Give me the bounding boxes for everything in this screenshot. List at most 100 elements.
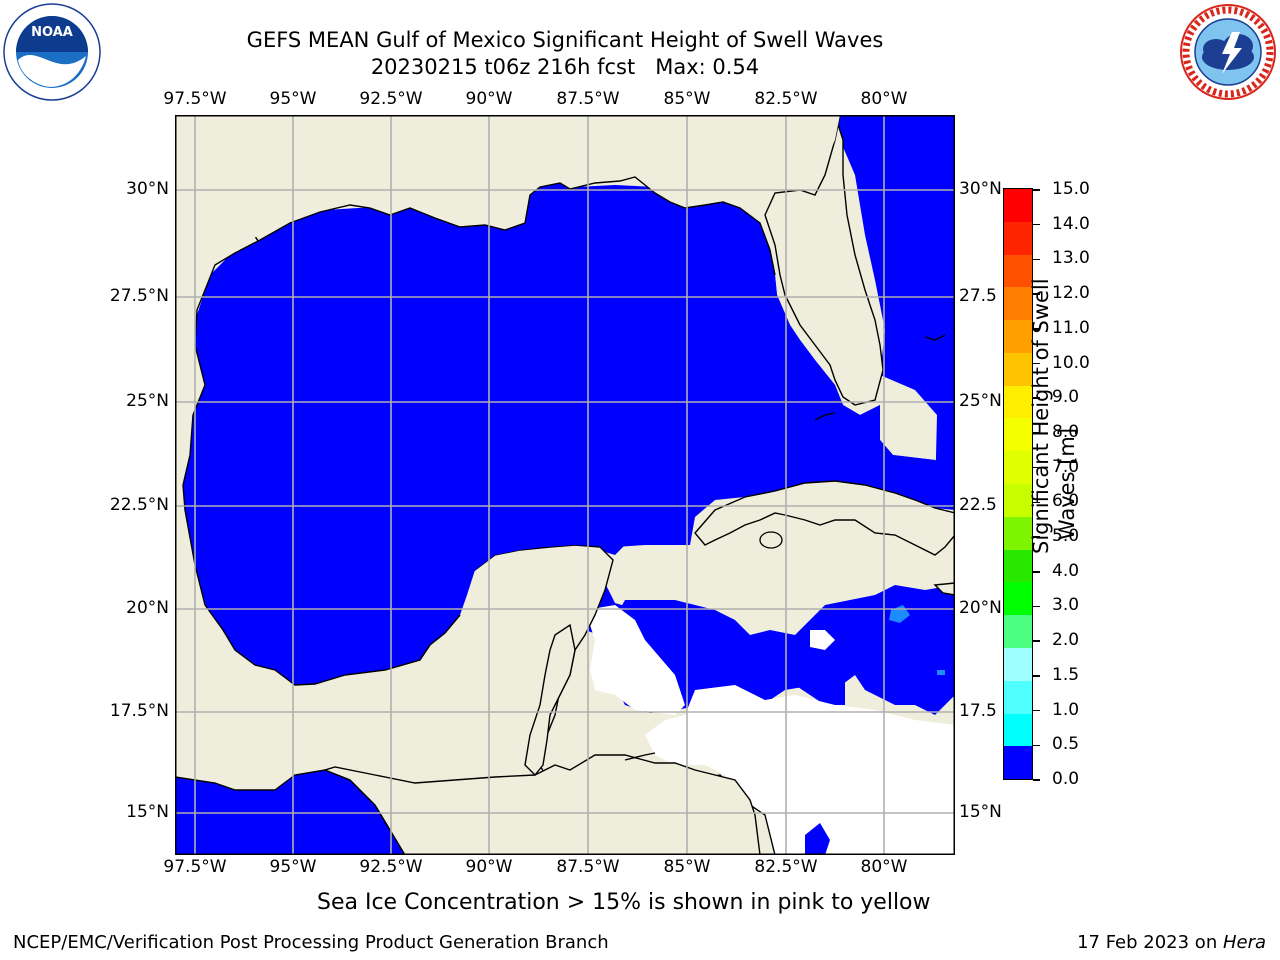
colorbar-segment	[1004, 746, 1032, 780]
colorbar-tick-label: 15.0	[1052, 179, 1090, 199]
colorbar-tick-label: 11.0	[1052, 317, 1090, 338]
lat-tick-label: 30°N	[959, 179, 1002, 199]
colorbar-tick-mark	[1033, 362, 1040, 365]
colorbar-tick-label: 4.0	[1052, 560, 1080, 581]
lon-tick-label: 82.5°W	[754, 857, 818, 877]
cuba-island	[694, 480, 955, 556]
colorbar-segment	[1004, 680, 1032, 714]
colorbar-tick-mark	[1033, 675, 1040, 677]
footer-host: Hera	[1222, 932, 1266, 953]
colorbar-segment	[1004, 713, 1032, 747]
colorbar-segment	[1004, 582, 1032, 616]
lat-tick-label: 20°N	[126, 598, 169, 618]
colorbar-tick-label: 5.0	[1052, 526, 1080, 547]
colorbar-tick-label: 1.5	[1052, 664, 1080, 685]
lat-tick-label: 20°N	[959, 598, 1002, 618]
lon-tick-label: 97.5°W	[163, 857, 227, 877]
colorbar-segment	[1004, 615, 1032, 648]
colorbar-tick-mark	[1033, 258, 1040, 261]
footer-credit: NCEP/EMC/Verification Post Processing Pr…	[13, 932, 609, 953]
lon-tick-label: 82.5°W	[754, 89, 818, 109]
lat-tick-label: 17.5°N	[109, 701, 169, 721]
footer-date-text: 17 Feb 2023 on	[1077, 932, 1223, 953]
colorbar-tick-mark	[1033, 223, 1040, 226]
colorbar-tick-label: 0.5	[1052, 734, 1080, 755]
lat-tick-label: 15°N	[959, 802, 1002, 822]
colorbar-tick-mark	[1033, 189, 1040, 191]
colorbar-segment	[1004, 352, 1032, 386]
lon-tick-label: 80°W	[860, 89, 908, 109]
colorbar-tick-label: 3.0	[1052, 595, 1080, 616]
colorbar-title-line2: Waves [m]	[1055, 427, 1079, 541]
colorbar-tick-label: 6.0	[1052, 491, 1080, 512]
colorbar-tick-label: 1.0	[1052, 699, 1080, 720]
colorbar-tick-mark	[1033, 432, 1040, 434]
colorbar-tick-label: 10.0	[1052, 352, 1090, 373]
colorbar-tick-mark	[1033, 571, 1040, 573]
map-panel	[175, 115, 955, 855]
colorbar-title: Significant Height of Swell Waves [m]	[1028, 278, 1088, 554]
colorbar-tick-label: 0.0	[1052, 769, 1080, 789]
nws-logo-icon	[1178, 2, 1278, 102]
lat-tick-label: 25°N	[126, 391, 169, 411]
colorbar-tick-label: 14.0	[1052, 213, 1090, 234]
lat-tick-label: 15°N	[126, 802, 169, 822]
colorbar-segment	[1004, 647, 1032, 681]
central-america	[322, 754, 761, 855]
colorbar-segment	[1004, 418, 1032, 452]
lon-tick-label: 95°W	[269, 857, 317, 877]
colorbar-segment	[1004, 287, 1032, 321]
colorbar-segment	[1004, 189, 1032, 222]
colorbar-segment	[1004, 484, 1032, 517]
noaa-logo-icon: NOAA	[2, 2, 102, 102]
colorbar-tick-label: 2.0	[1052, 630, 1080, 651]
lat-tick-label: 27.5°N	[109, 286, 169, 306]
lat-tick-label: 22.5	[959, 495, 997, 515]
lat-tick-label: 27.5	[959, 286, 997, 306]
colorbar-tick-mark	[1033, 536, 1040, 538]
florida-peninsula	[764, 115, 884, 406]
lon-tick-label: 90°W	[465, 89, 513, 109]
colorbar-tick-mark	[1033, 779, 1040, 781]
colorbar-segment	[1004, 221, 1032, 255]
sea-ice-caption: Sea Ice Concentration > 15% is shown in …	[317, 890, 931, 915]
colorbar-segment	[1004, 385, 1032, 419]
colorbar-tick-label: 13.0	[1052, 248, 1090, 269]
colorbar-segment	[1004, 549, 1032, 583]
lon-tick-label: 85°W	[663, 89, 711, 109]
lon-tick-label: 80°W	[860, 857, 908, 877]
gulf-map	[175, 115, 955, 855]
lon-tick-label: 90°W	[465, 857, 513, 877]
colorbar-segment	[1004, 320, 1032, 353]
lon-tick-label: 92.5°W	[359, 857, 423, 877]
lon-tick-label: 85°W	[663, 857, 711, 877]
lon-tick-label: 87.5°W	[556, 89, 620, 109]
chart-title: GEFS MEAN Gulf of Mexico Significant Hei…	[246, 28, 884, 52]
colorbar-segment	[1004, 516, 1032, 550]
caribbean-ocean	[595, 585, 955, 715]
colorbar-tick-mark	[1033, 466, 1040, 469]
colorbar-tick-mark	[1033, 744, 1040, 747]
colorbar	[1003, 188, 1033, 780]
lon-tick-label: 87.5°W	[556, 857, 620, 877]
colorbar-tick-mark	[1033, 709, 1040, 712]
map-frame	[175, 115, 955, 855]
lat-tick-label: 17.5	[959, 701, 997, 721]
colorbar-tick-label: 12.0	[1052, 283, 1090, 304]
lon-tick-label: 97.5°W	[163, 89, 227, 109]
map-gridlines	[175, 115, 955, 855]
atlantic-ocean	[835, 115, 955, 505]
lat-tick-label: 22.5°N	[109, 495, 169, 515]
colorbar-segment	[1004, 451, 1032, 485]
chart-subtitle: 20230215 t06z 216h fcst Max: 0.54	[370, 55, 760, 79]
colorbar-tick-label: 9.0	[1052, 387, 1080, 408]
lon-tick-label: 95°W	[269, 89, 317, 109]
lat-tick-label: 30°N	[126, 179, 169, 199]
colorbar-tick-mark	[1033, 328, 1040, 330]
colorbar-tick-mark	[1033, 640, 1040, 642]
colorbar-title-line1: Significant Height of Swell	[1029, 278, 1053, 554]
colorbar-tick-label: 7.0	[1052, 456, 1080, 477]
colorbar-segment	[1004, 254, 1032, 288]
lat-tick-label: 25°N	[959, 391, 1002, 411]
colorbar-tick-mark	[1033, 605, 1040, 608]
